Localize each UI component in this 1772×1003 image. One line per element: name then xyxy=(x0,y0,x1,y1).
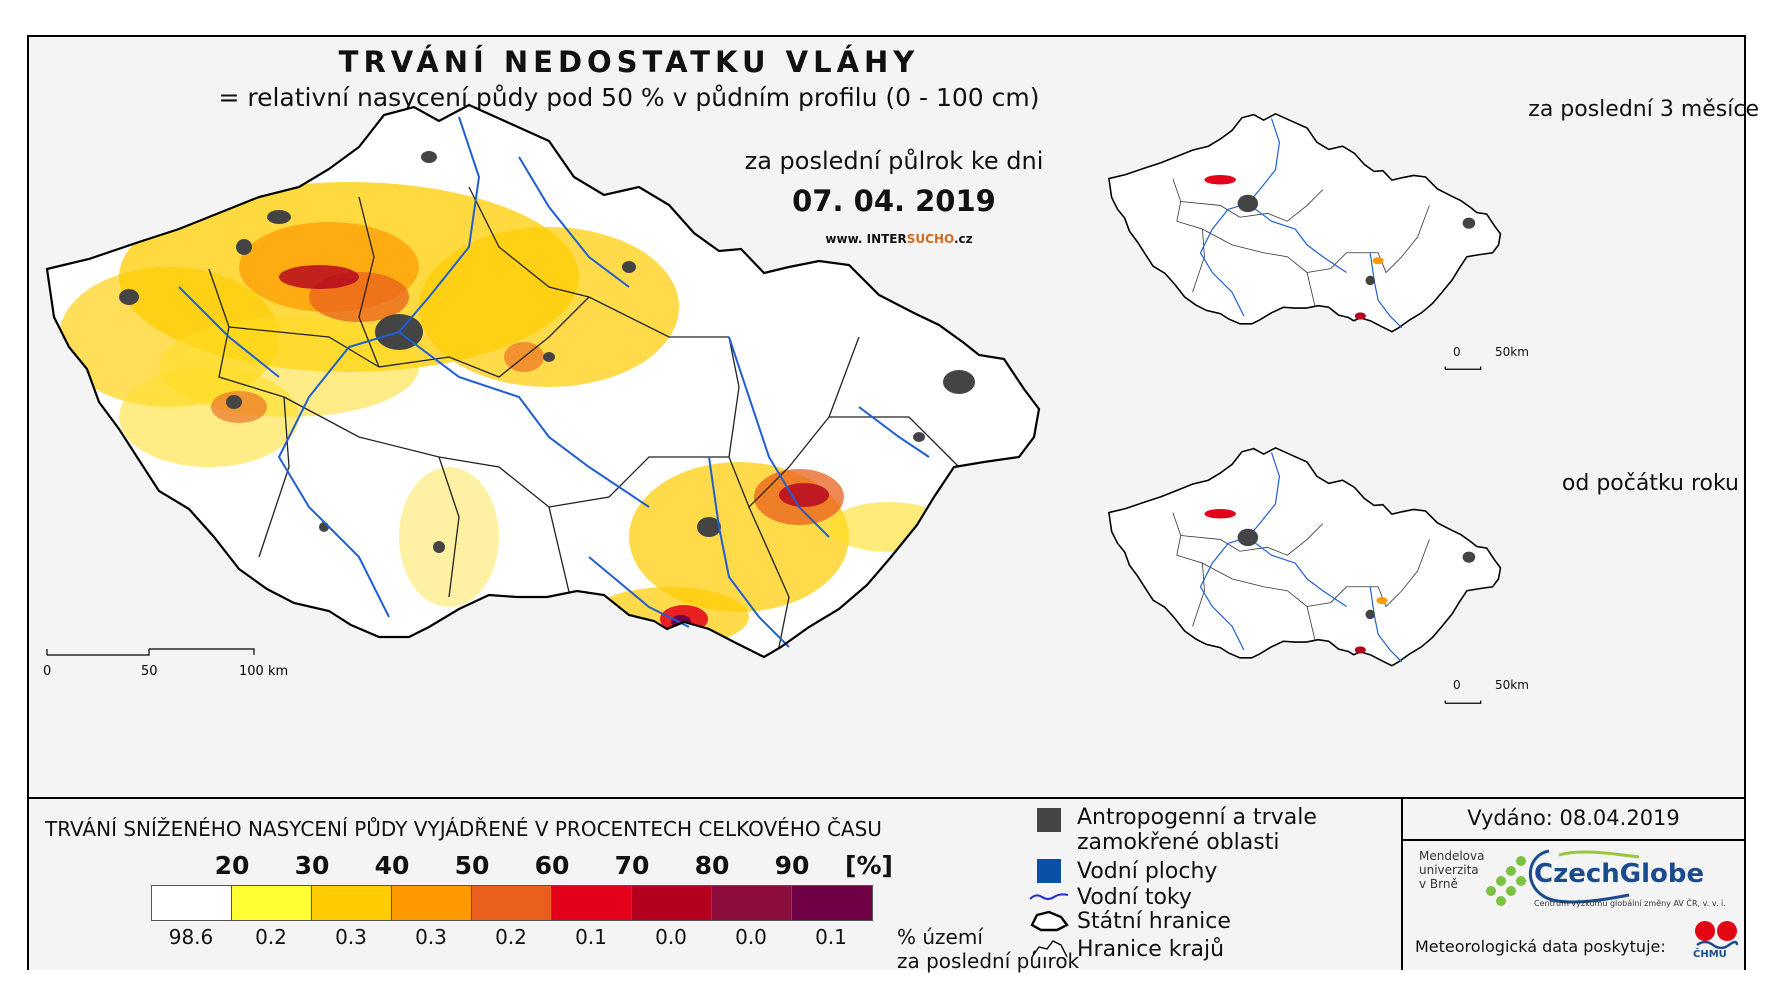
legend-state-border: Státní hranice xyxy=(1029,907,1231,935)
urban-square-icon xyxy=(1029,805,1069,832)
area-pct-7: 0.0 xyxy=(735,925,767,949)
area-pct-2: 0.3 xyxy=(335,925,367,949)
threshold-40: 40 xyxy=(374,851,410,880)
threshold-60: 60 xyxy=(534,851,570,880)
area-pct-0: 98.6 xyxy=(168,925,214,949)
map-subtitle: = relativní nasycení půdy pod 50 % v půd… xyxy=(218,83,1040,112)
scale-label-100: 100 km xyxy=(239,664,288,679)
threshold-50: 50 xyxy=(454,851,490,880)
legend-region-border: Hranice krajů xyxy=(1029,935,1224,963)
czechglobe-subtitle: Centrum výzkumu globální změny AV ČR, v.… xyxy=(1534,899,1726,908)
map-sheet: TRVÁNÍ NEDOSTATKU VLÁHY = relativní nasy… xyxy=(27,35,1759,973)
area-pct-8: 0.1 xyxy=(815,925,847,949)
map-title: TRVÁNÍ NEDOSTATKU VLÁHY xyxy=(338,45,920,79)
inset-map-ytd xyxy=(1108,447,1502,704)
chmu-logo-text: ČHMÚ xyxy=(1693,949,1727,960)
inset-map-3-months xyxy=(1108,113,1502,370)
inset-scale-0: 0 xyxy=(1453,345,1461,359)
issued-date: Vydáno: 08.04.2019 xyxy=(1403,799,1744,841)
bin-0 xyxy=(152,886,232,920)
threshold-unit: [%] xyxy=(845,851,893,880)
area-pct-1: 0.2 xyxy=(255,925,287,949)
period-label: za poslední půlrok ke dni xyxy=(744,147,1044,175)
czechglobe-logo: CzechGlobe xyxy=(1534,859,1705,889)
czechglobe-swoosh-icon xyxy=(1528,849,1640,904)
main-map: 0 50 100 km xyxy=(43,103,1041,679)
bin-3 xyxy=(392,886,472,920)
state-border-icon xyxy=(1029,908,1069,934)
mendelu-logo: Mendelova univerzita v Brně xyxy=(1419,849,1485,891)
threshold-70: 70 xyxy=(614,851,650,880)
legend-panel: TRVÁNÍ SNÍŽENÉHO NASYCENÍ PŮDY VYJÁDŘENÉ… xyxy=(29,797,1744,973)
bin-2 xyxy=(312,886,392,920)
mendelu-dots-icon xyxy=(1486,856,1526,906)
rivers xyxy=(178,116,930,648)
bin-7 xyxy=(712,886,792,920)
bin-1 xyxy=(232,886,312,920)
inset2-scale-50: 50km xyxy=(1495,678,1529,692)
inset2-scale-0: 0 xyxy=(1453,678,1461,692)
area-pct-4: 0.2 xyxy=(495,925,527,949)
map-date: 07. 04. 2019 xyxy=(792,184,996,218)
intersucho-url: www. INTERSUCHO.cz xyxy=(825,232,973,246)
legend-color-bins xyxy=(151,885,873,921)
threshold-30: 30 xyxy=(294,851,330,880)
scale-label-50: 50 xyxy=(141,664,158,679)
bin-8 xyxy=(792,886,872,920)
legend-rivers: Vodní toky xyxy=(1029,883,1192,911)
bin-4 xyxy=(472,886,552,920)
legend-title: TRVÁNÍ SNÍŽENÉHO NASYCENÍ PŮDY VYJÁDŘENÉ… xyxy=(45,817,882,841)
map-area: TRVÁNÍ NEDOSTATKU VLÁHY = relativní nasy… xyxy=(29,37,1759,797)
bin-6 xyxy=(632,886,712,920)
chmu-logo-icon xyxy=(1695,921,1739,949)
threshold-90: 90 xyxy=(774,851,810,880)
meteo-data-credit: Meteorologická data poskytuje: xyxy=(1415,937,1666,956)
region-border-icon xyxy=(1029,936,1069,962)
scale-label-0: 0 xyxy=(43,664,51,679)
threshold-80: 80 xyxy=(694,851,730,880)
legend-divider xyxy=(1401,799,1403,970)
legend-anthropogenic: Antropogenní a trvale zamokřené oblasti xyxy=(1029,805,1317,855)
water-square-icon xyxy=(1029,858,1069,884)
area-pct-6: 0.0 xyxy=(655,925,687,949)
legend-thresholds: 20 30 40 50 60 70 80 90 [%] xyxy=(141,851,901,885)
inset-ytd-title: od počátku roku xyxy=(1561,471,1739,496)
legend-water-bodies: Vodní plochy xyxy=(1029,857,1217,885)
area-pct-5: 0.1 xyxy=(575,925,607,949)
bin-5 xyxy=(552,886,632,920)
inset-scale-50: 50km xyxy=(1495,345,1529,359)
drought-raster xyxy=(59,182,949,647)
area-pct-3: 0.3 xyxy=(415,925,447,949)
threshold-20: 20 xyxy=(214,851,250,880)
inset-3-months-title: za poslední 3 měsíce xyxy=(1528,97,1759,122)
main-scale-bar xyxy=(46,648,255,656)
river-line-icon xyxy=(1029,884,1069,910)
